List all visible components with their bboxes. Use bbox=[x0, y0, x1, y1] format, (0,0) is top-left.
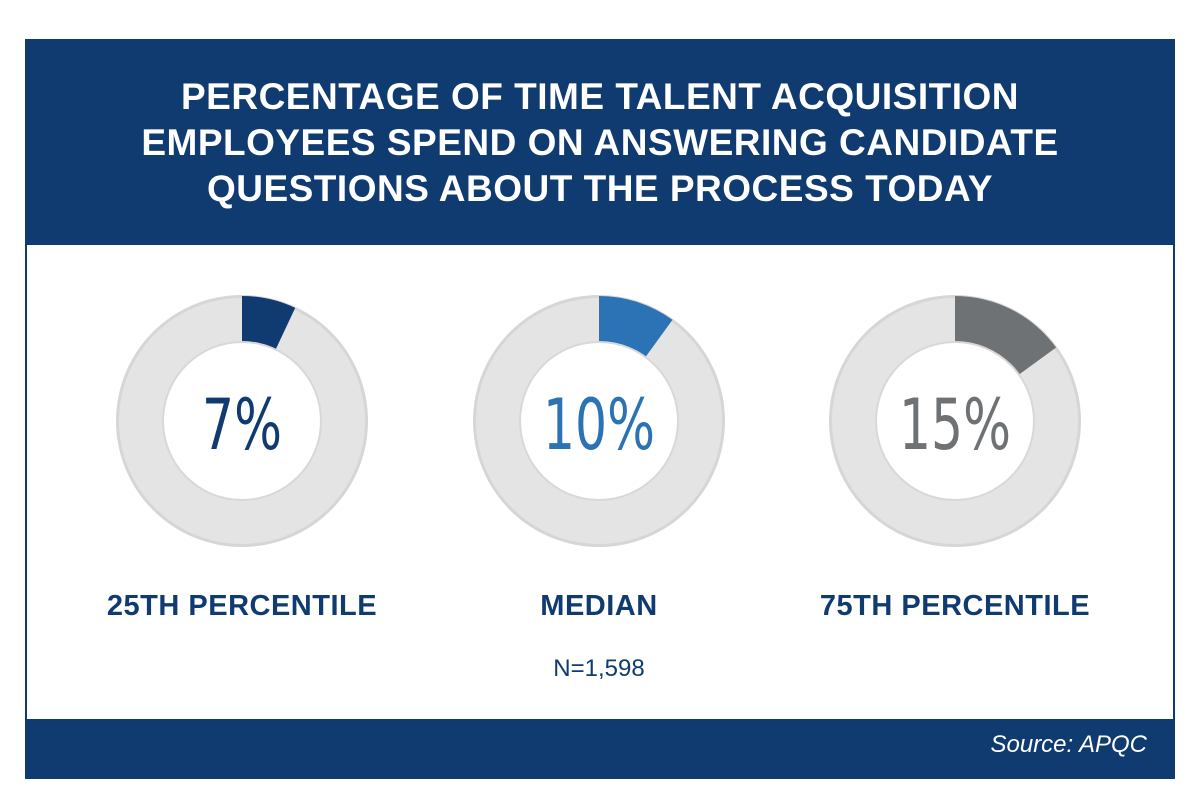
source-note: Source: APQC bbox=[990, 731, 1147, 758]
value-label-75th-percentile: 15% bbox=[899, 385, 1011, 466]
donut-hole bbox=[521, 343, 677, 499]
donut-hole bbox=[877, 343, 1033, 499]
donut-25th-percentile: 7% bbox=[116, 295, 368, 547]
label-75th-percentile: 75TH PERCENTILE bbox=[819, 590, 1091, 622]
value-label-25th-percentile: 7% bbox=[202, 385, 282, 466]
donut-median: 10% bbox=[473, 295, 725, 547]
label-median: MEDIAN bbox=[540, 590, 658, 622]
chart-title-line-1: PERCENTAGE OF TIME TALENT ACQUISITION bbox=[181, 76, 1019, 117]
donut-slice-25th-percentile bbox=[242, 296, 296, 350]
donut-slice-75th-percentile bbox=[955, 296, 1057, 375]
donut-slice-median bbox=[599, 296, 673, 358]
chart-title-line-3: QUESTIONS ABOUT THE PROCESS TODAY bbox=[206, 168, 994, 209]
donut-75th-percentile: 15% bbox=[829, 295, 1081, 547]
title-banner: PERCENTAGE OF TIME TALENT ACQUISITION EM… bbox=[27, 41, 1173, 245]
chart-title-line-2: EMPLOYEES SPEND ON ANSWERING CANDIDATE bbox=[141, 122, 1059, 163]
label-25th-percentile: 25TH PERCENTILE bbox=[106, 590, 378, 622]
donut-hole bbox=[164, 343, 320, 499]
footer-banner: Source: APQC bbox=[27, 719, 1173, 777]
value-label-median: 10% bbox=[543, 385, 655, 466]
sample-size-note: N=1,598 bbox=[553, 655, 645, 682]
